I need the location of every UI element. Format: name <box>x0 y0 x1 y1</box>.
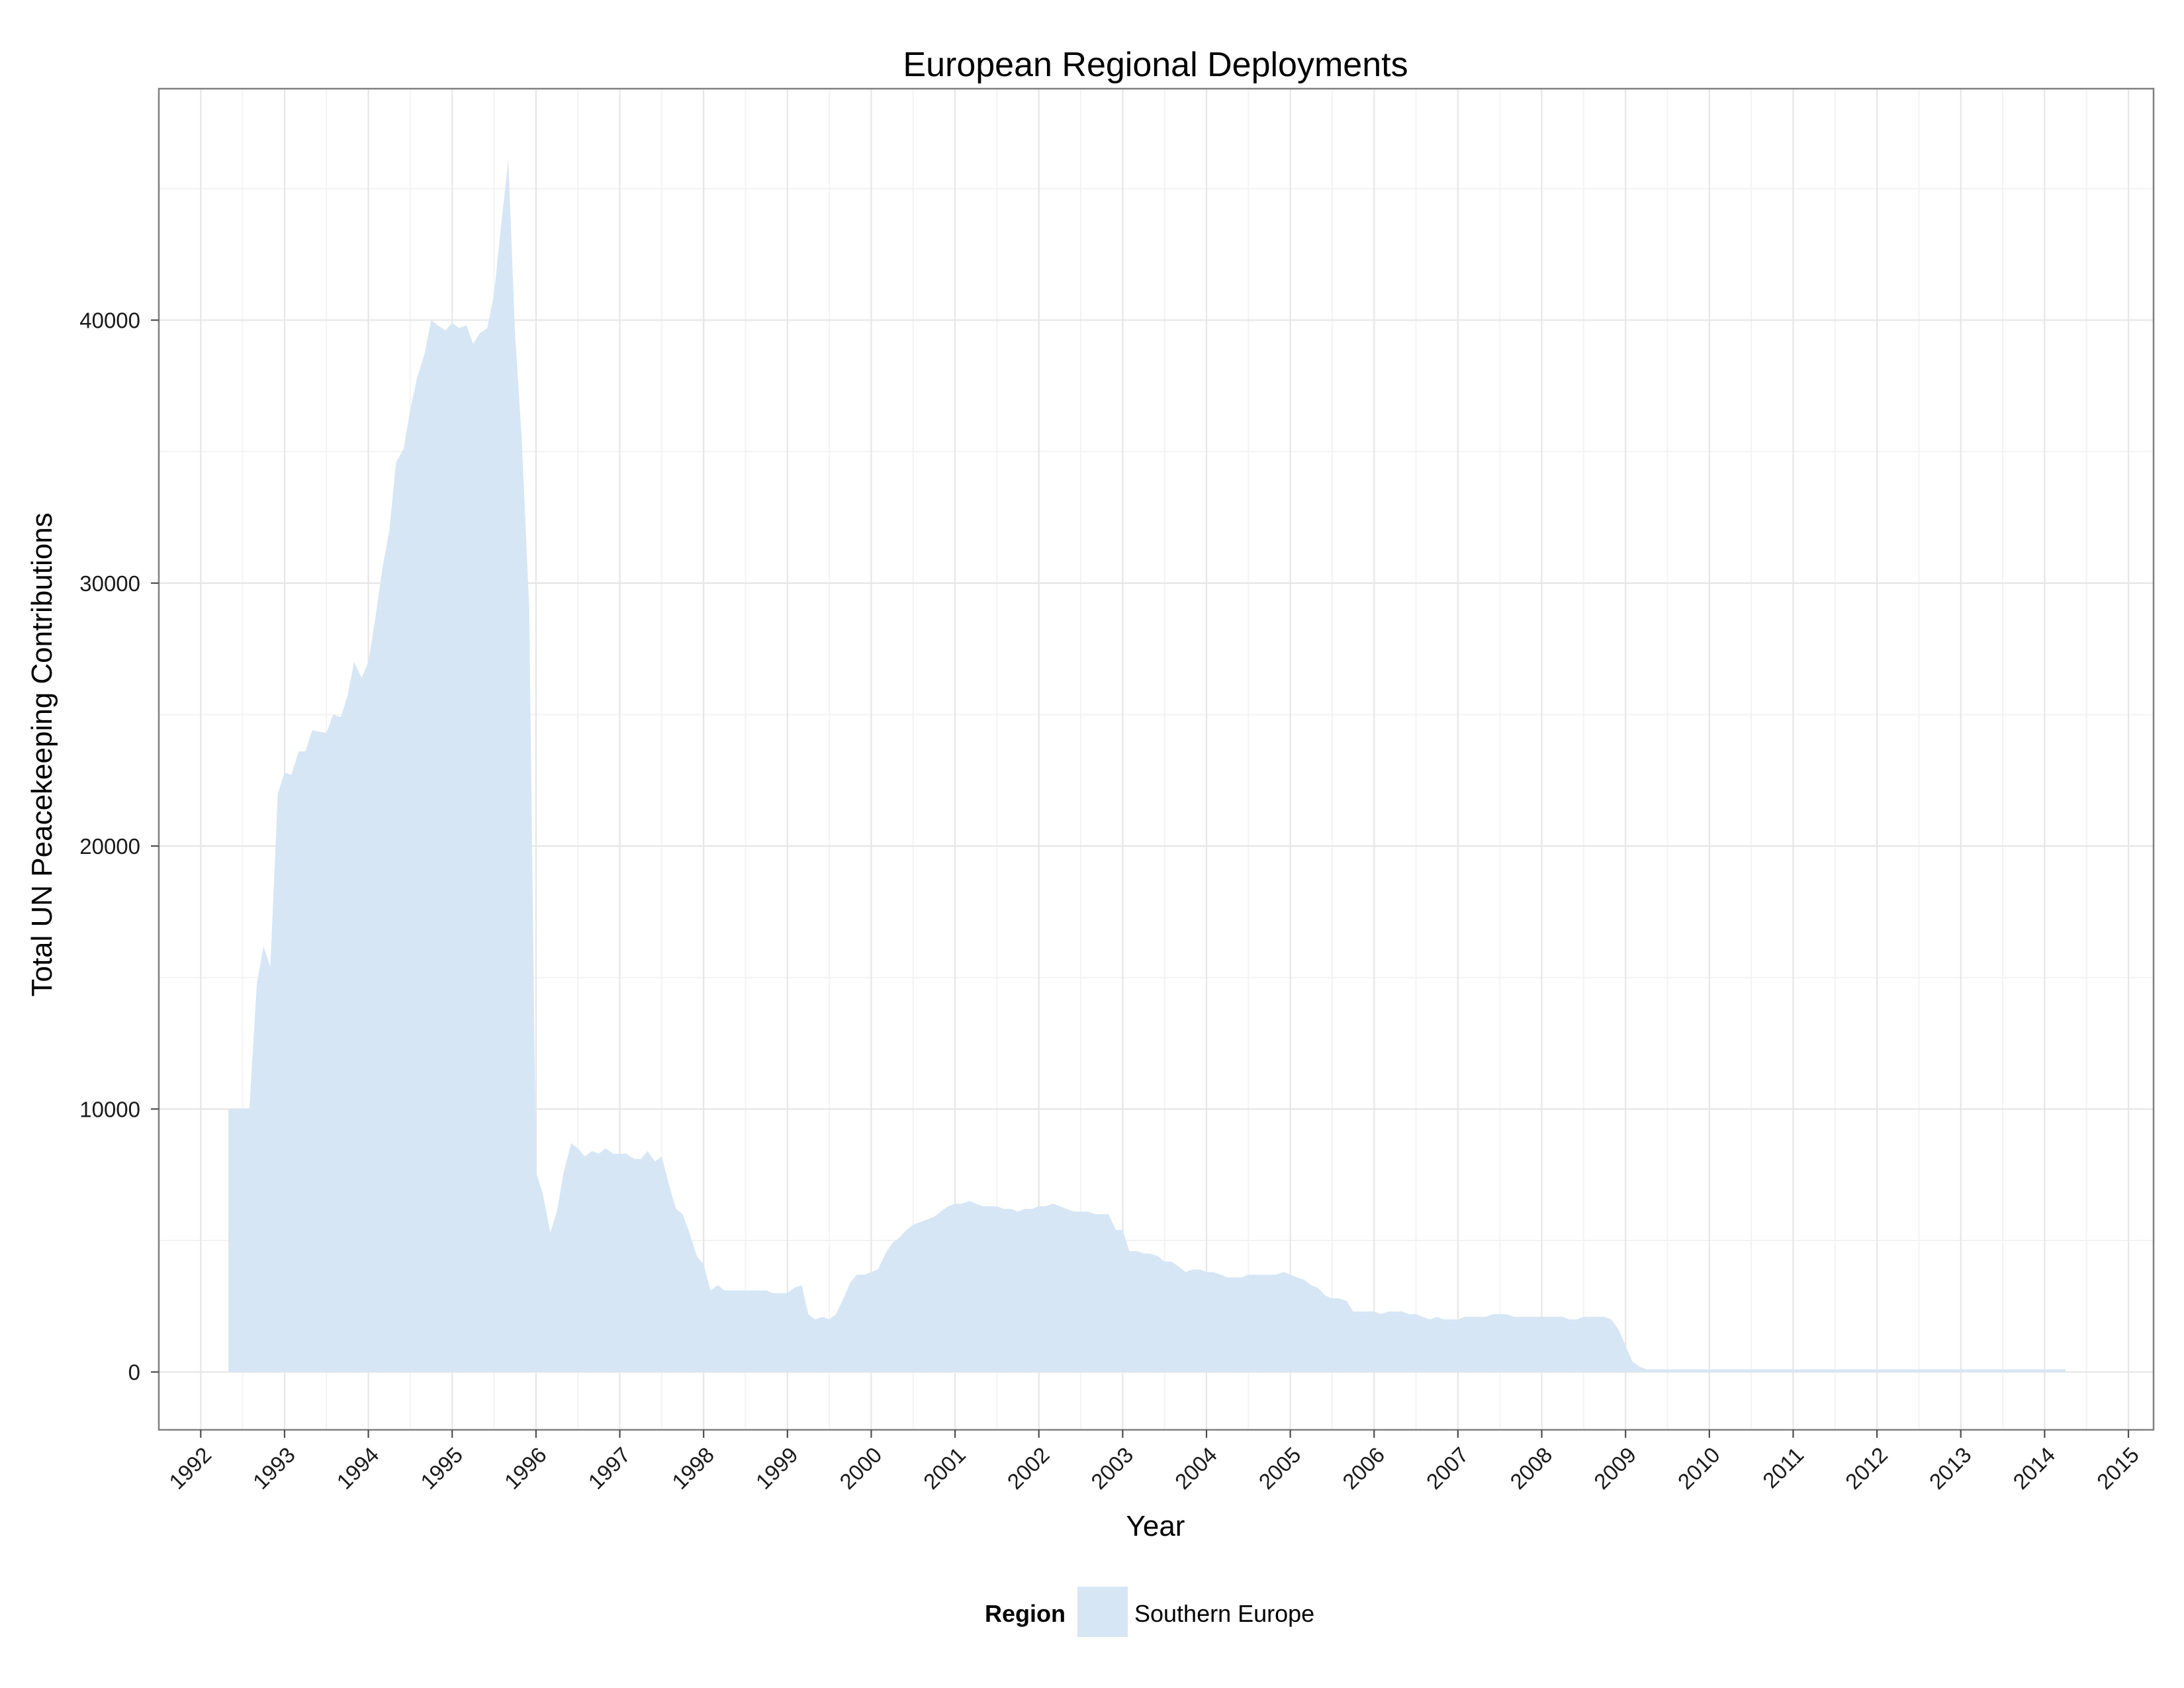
area-series-southern-europe <box>228 160 2066 1372</box>
legend-key-southern-europe <box>1077 1587 1128 1637</box>
legend: Region Southern Europe <box>985 1587 1314 1637</box>
y-tick-label: 0 <box>128 1360 140 1385</box>
legend-label-southern-europe: Southern Europe <box>1134 1600 1314 1627</box>
plot-area-series <box>228 160 2066 1372</box>
legend-title: Region <box>985 1600 1066 1627</box>
y-tick-label: 40000 <box>79 308 140 333</box>
y-tick-label: 20000 <box>79 834 140 859</box>
x-axis-title: Year <box>1126 1510 1185 1542</box>
y-tick-label: 10000 <box>79 1097 140 1121</box>
chart-title: European Regional Deployments <box>903 46 1408 84</box>
panel-border <box>158 87 2155 1431</box>
y-tick-label: 30000 <box>79 571 140 596</box>
y-axis-title: Total UN Peacekeeping Contributions <box>26 512 58 996</box>
